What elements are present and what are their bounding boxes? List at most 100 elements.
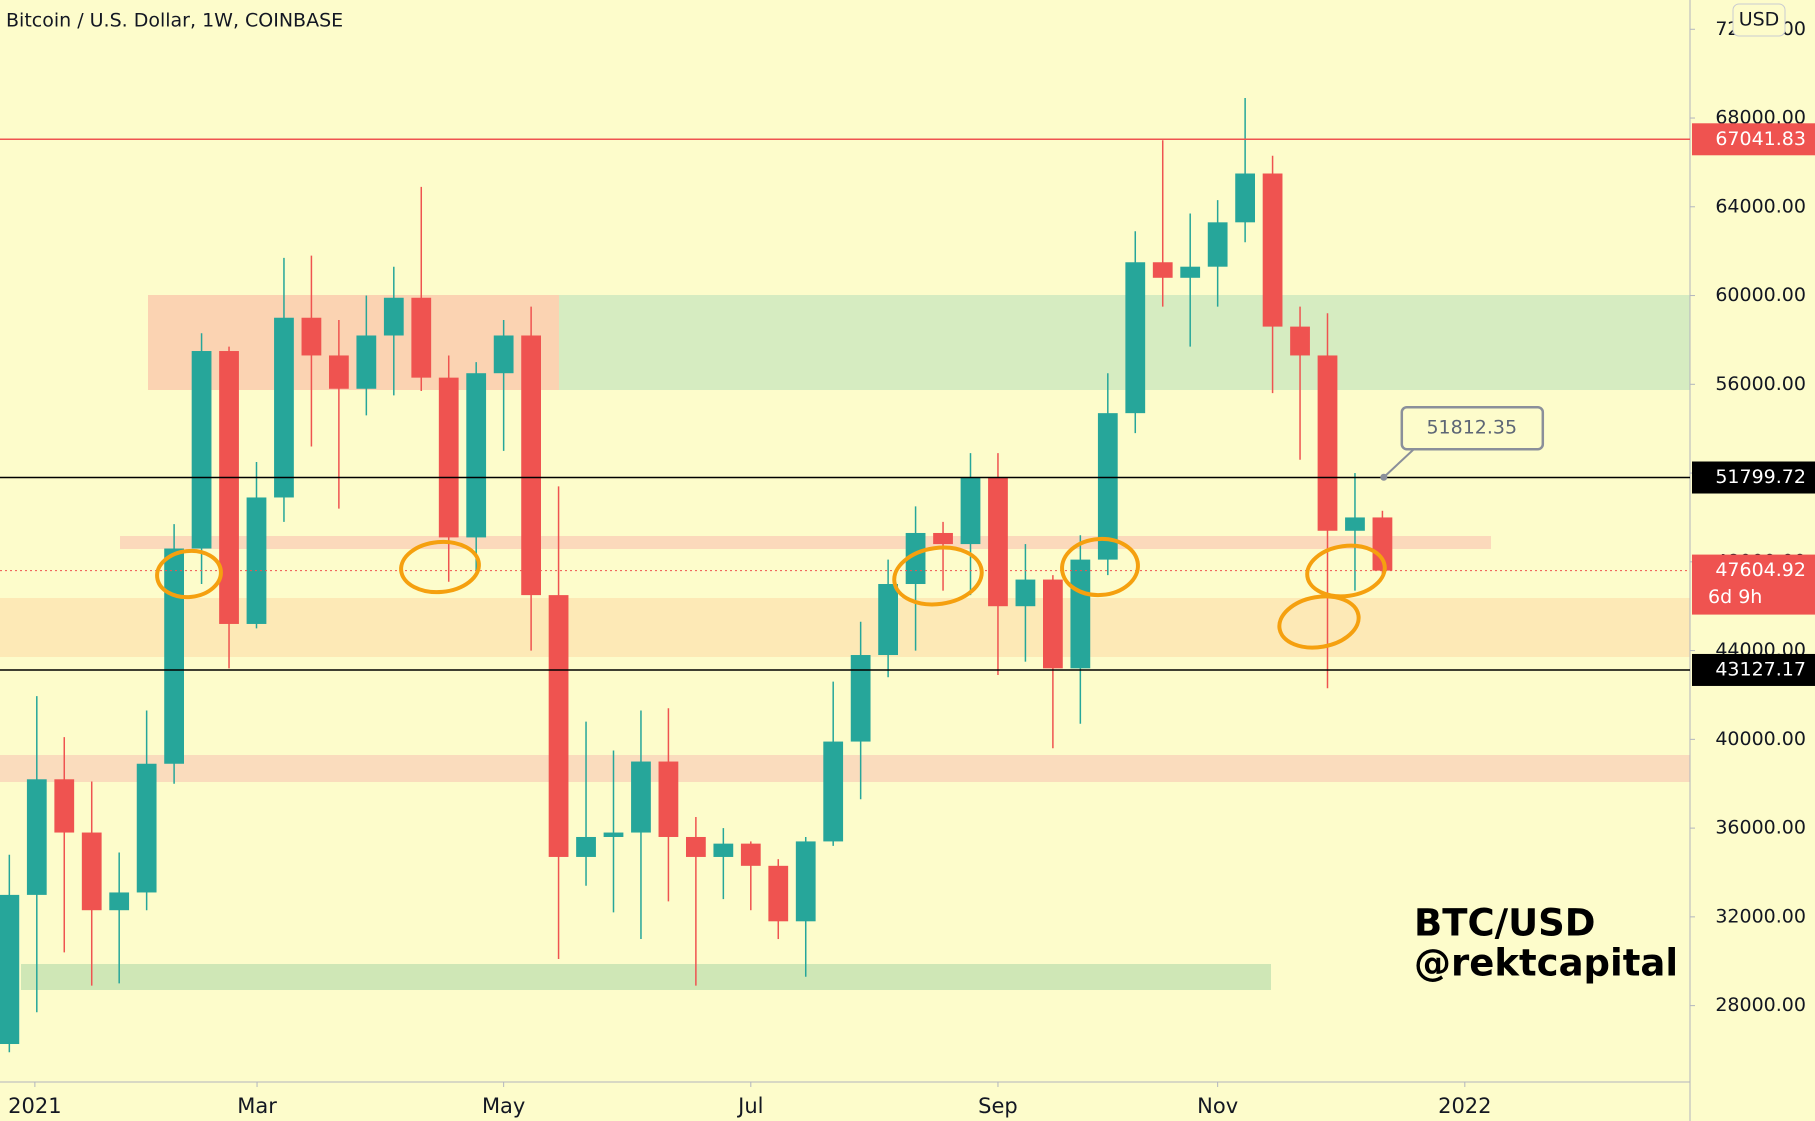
labels: Bitcoin / U.S. Dollar, 1W, COINBASE BTC/… [6, 3, 1815, 985]
y-tick-label: 36000.00 [1715, 817, 1806, 839]
candle-body [1180, 266, 1201, 278]
watermark: BTC/USD [1414, 902, 1596, 945]
candle-body [0, 894, 20, 1045]
candle-body [1042, 579, 1063, 669]
candle-body [356, 335, 377, 389]
x-tick-label: Nov [1197, 1094, 1238, 1118]
candle-body [988, 477, 1008, 607]
highlight-circle [1060, 536, 1140, 598]
currency-box [1732, 3, 1786, 37]
candle-body [383, 297, 404, 336]
candle-body [768, 865, 789, 922]
chart-title: Bitcoin / U.S. Dollar, 1W, COINBASE [6, 10, 343, 32]
level-zone [120, 536, 1491, 549]
x-tick-label: May [482, 1094, 525, 1118]
y-tick-label: 40000.00 [1715, 728, 1806, 750]
demand-zone [0, 598, 1690, 657]
candle-body [1345, 517, 1365, 531]
highlight-circle [1277, 594, 1361, 650]
highlight-circle [399, 539, 481, 595]
candle-body [905, 532, 926, 585]
candle-body [466, 373, 487, 538]
support-zone [21, 964, 1271, 990]
price-label: 67041.83 [1715, 128, 1806, 150]
candle-body [740, 843, 761, 866]
callout-anchor [1380, 473, 1388, 481]
x-tick-label: Mar [237, 1094, 277, 1118]
highlights [155, 536, 1387, 650]
candle-body [1372, 517, 1393, 571]
candle-body [631, 761, 651, 833]
highlight-circle [892, 545, 984, 607]
price-label: 51799.72 [1715, 466, 1806, 488]
y-tick-label: 60000.00 [1715, 284, 1806, 306]
candle-body [219, 351, 239, 624]
candle-body [1097, 413, 1118, 560]
candle-body [1070, 559, 1091, 669]
candle-body [960, 477, 981, 545]
x-tick-label: Jul [736, 1094, 763, 1118]
candle-body [1317, 355, 1338, 531]
watermark: @rektcapital [1414, 942, 1678, 985]
highlight-circle [1305, 543, 1387, 599]
candle-body [328, 355, 349, 389]
candle-body [1207, 222, 1228, 267]
candle-body [301, 317, 322, 356]
candle-body [823, 741, 844, 842]
candle-body [164, 548, 184, 764]
candle-body [493, 335, 514, 374]
candle-body [26, 779, 47, 895]
price-label-box [1692, 653, 1815, 686]
candle-body [576, 836, 596, 857]
candle-body [274, 317, 294, 498]
candle-body [191, 351, 212, 549]
candle-body [54, 779, 75, 833]
y-tick-label: 64000.00 [1715, 195, 1806, 217]
level-zone [0, 755, 1690, 782]
currency-label: USD [1739, 9, 1780, 31]
candle-body [713, 843, 734, 857]
candle-body [109, 892, 130, 911]
candle-body [81, 832, 102, 911]
candle-body [411, 297, 432, 378]
candle-body [1290, 326, 1310, 356]
x-tick-label: 2022 [1438, 1094, 1491, 1118]
plot [0, 98, 1690, 1053]
callout-label: 51812.35 [1426, 417, 1517, 439]
y-tick-label: 28000.00 [1715, 994, 1806, 1016]
supply-zone [148, 295, 559, 390]
callout-box [1400, 405, 1545, 451]
countdown: 6d 9h [1708, 586, 1762, 608]
candle-body [850, 655, 871, 742]
x-tick-label: 2021 [8, 1094, 61, 1118]
candle-body [1262, 173, 1283, 327]
y-tick-label: 32000.00 [1715, 905, 1806, 927]
price-label-box [1692, 461, 1815, 494]
candle-body [521, 335, 541, 596]
candle-body [658, 761, 679, 837]
candle-body [136, 763, 157, 893]
highlight-circle [155, 548, 223, 600]
candle-body [246, 497, 267, 624]
support-zone [559, 295, 1690, 390]
candle-body [933, 532, 953, 545]
candle-body [1015, 579, 1036, 607]
price-label: 43127.17 [1715, 658, 1806, 680]
candle-body [1152, 262, 1173, 278]
x-tick-label: Sep [978, 1094, 1018, 1118]
price-label: 47604.92 [1715, 559, 1806, 581]
candle-body [1125, 262, 1146, 414]
y-tick-label: 56000.00 [1715, 373, 1806, 395]
candle-body [548, 595, 569, 857]
price-label-box [1692, 123, 1815, 156]
candle-body [795, 841, 816, 922]
candle-body [603, 832, 624, 837]
y-tick-label: 68000.00 [1715, 107, 1806, 129]
candle-body [438, 377, 459, 538]
candle-body [1235, 173, 1256, 223]
price-label-box [1692, 554, 1815, 615]
candle-body [878, 584, 899, 656]
candle-body [685, 836, 706, 857]
